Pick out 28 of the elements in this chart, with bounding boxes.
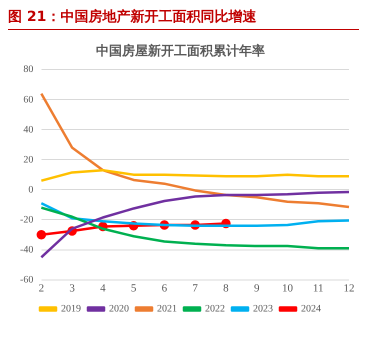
x-tick-label: 11	[312, 282, 324, 294]
x-tick-label: 4	[100, 282, 106, 294]
x-tick-label: 12	[344, 282, 354, 294]
legend-label: 2020	[109, 304, 129, 315]
y-tick-label: 60	[23, 94, 34, 106]
x-tick-label: 3	[69, 282, 76, 294]
x-tick-label: 7	[192, 282, 198, 294]
chart-title: 图 21：中国房地产新开工面积同比增速	[8, 8, 359, 30]
point	[36, 230, 46, 240]
y-tick-label: 20	[23, 154, 34, 166]
legend-label: 2024	[301, 304, 321, 315]
y-tick-label: 0	[28, 184, 34, 196]
x-tick-label: 6	[162, 282, 168, 294]
y-tick-label: 40	[23, 124, 34, 136]
x-tick-label: 10	[282, 282, 294, 294]
y-tick-label: 80	[23, 64, 34, 76]
legend-label: 2023	[253, 304, 273, 315]
y-tick-label: -60	[20, 274, 34, 286]
legend-label: 2022	[205, 304, 225, 315]
chart-subtitle: 中国房屋新开工面积累计年率	[96, 43, 265, 60]
legend-label: 2021	[157, 304, 177, 315]
x-tick-label: 5	[130, 282, 137, 294]
x-tick-label: 9	[254, 282, 260, 294]
y-tick-label: -40	[20, 244, 34, 256]
y-tick-label: -20	[20, 214, 34, 226]
x-tick-label: 8	[223, 282, 230, 294]
x-tick-label: 2	[38, 282, 44, 294]
legend-label: 2019	[61, 304, 81, 315]
